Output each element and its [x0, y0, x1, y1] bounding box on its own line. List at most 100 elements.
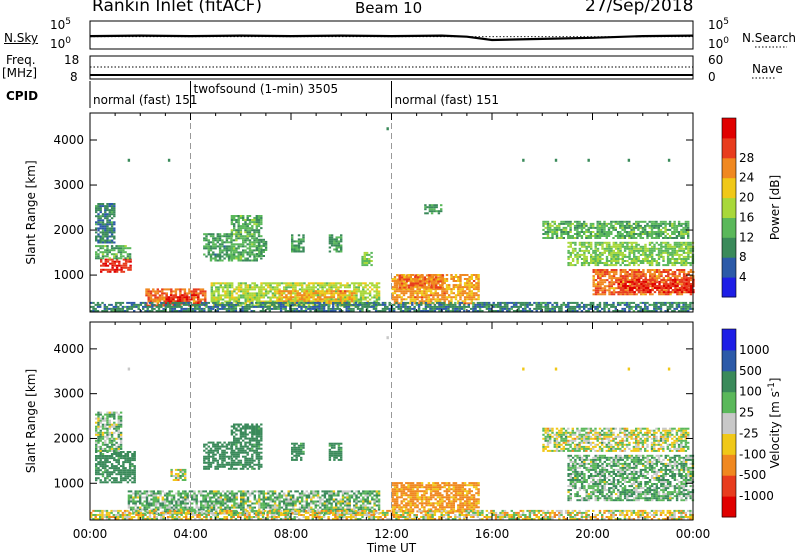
power-cell	[106, 213, 109, 216]
power-cell	[246, 225, 249, 228]
power-cell	[332, 301, 335, 304]
power-cell	[291, 310, 294, 312]
power-cell	[666, 245, 670, 248]
power-cell	[449, 305, 452, 308]
power-cell	[635, 287, 638, 290]
power-cell	[228, 292, 232, 295]
power-cell	[633, 241, 636, 244]
power-cell	[524, 301, 527, 304]
power-cell	[391, 280, 394, 282]
power-cell	[662, 293, 665, 296]
power-cell	[341, 284, 345, 287]
power-cell	[178, 296, 182, 299]
power-cell	[157, 310, 161, 312]
power-cell	[237, 301, 240, 304]
power-cell	[201, 288, 205, 291]
power-cell	[594, 283, 598, 286]
power-cell	[316, 284, 320, 287]
power-cell	[622, 285, 625, 287]
power-cell	[253, 239, 256, 242]
power-cell	[463, 305, 466, 308]
power-cell	[225, 307, 229, 310]
power-cell	[106, 258, 110, 261]
power-cell	[630, 224, 633, 227]
power-cell	[569, 226, 572, 229]
power-cell	[423, 300, 426, 303]
power-cell	[458, 305, 461, 308]
power-cell	[594, 271, 598, 273]
power-cell	[251, 227, 254, 230]
power-cell	[118, 264, 121, 267]
power-cell	[264, 244, 268, 247]
power-cell	[544, 237, 547, 239]
power-cell	[651, 262, 654, 264]
power-cell	[225, 233, 229, 236]
power-cell	[312, 290, 315, 293]
power-cell	[225, 237, 229, 240]
power-cell	[246, 307, 249, 310]
power-cell	[655, 253, 658, 256]
power-cell	[227, 241, 231, 244]
power-cell	[671, 247, 674, 250]
power-cell	[617, 291, 620, 294]
power-cell	[337, 288, 340, 291]
nsky-label: N.Sky	[4, 31, 39, 45]
power-cell	[227, 257, 231, 260]
power-cell	[118, 262, 121, 265]
power-cell	[209, 259, 213, 262]
power-cell	[544, 220, 547, 223]
power-cell	[408, 310, 412, 312]
power-cell	[269, 288, 272, 291]
power-cell	[428, 210, 432, 213]
power-cell	[441, 292, 444, 295]
power-cell	[673, 222, 676, 225]
power-cell	[219, 302, 222, 305]
power-cell	[425, 292, 428, 295]
power-cell	[108, 307, 111, 310]
power-cell	[165, 292, 168, 295]
power-cell	[637, 255, 640, 258]
power-cell	[628, 289, 632, 291]
power-cell	[637, 275, 641, 278]
power-cell	[328, 238, 332, 241]
power-cell	[598, 222, 602, 225]
power-cell	[242, 227, 245, 230]
power-cell	[553, 310, 556, 312]
power-cell	[106, 207, 109, 210]
power-cell	[271, 292, 275, 295]
power-cell	[393, 292, 397, 295]
power-cell	[665, 287, 668, 289]
power-cell	[651, 245, 654, 248]
power-cell	[248, 251, 252, 254]
power-cell	[276, 284, 279, 287]
power-cell	[664, 226, 667, 229]
power-cell	[587, 264, 591, 267]
power-cell	[667, 289, 670, 291]
power-cell	[148, 301, 152, 304]
power-cell	[404, 301, 407, 304]
power-cell	[571, 307, 574, 310]
power-cell	[423, 302, 426, 305]
power-cell	[362, 290, 365, 293]
power-cell	[642, 249, 645, 252]
power-cell	[625, 233, 629, 235]
power-cell	[603, 224, 606, 227]
power-cell	[421, 278, 424, 281]
power-cell	[608, 271, 611, 273]
power-cell	[451, 310, 455, 312]
power-cell	[108, 303, 111, 306]
power-cell	[239, 229, 243, 232]
power-cell	[368, 286, 372, 289]
power-cell	[212, 305, 215, 308]
power-cell	[619, 233, 622, 235]
power-cell	[412, 278, 415, 281]
power-cell	[650, 310, 654, 312]
power-cell	[432, 292, 435, 295]
power-cell	[610, 233, 613, 235]
power-cell	[434, 280, 437, 282]
power-cell	[295, 307, 299, 310]
power-cell	[639, 226, 642, 229]
power-cell	[433, 206, 436, 209]
power-cell	[130, 307, 134, 310]
power-cell	[371, 288, 374, 291]
